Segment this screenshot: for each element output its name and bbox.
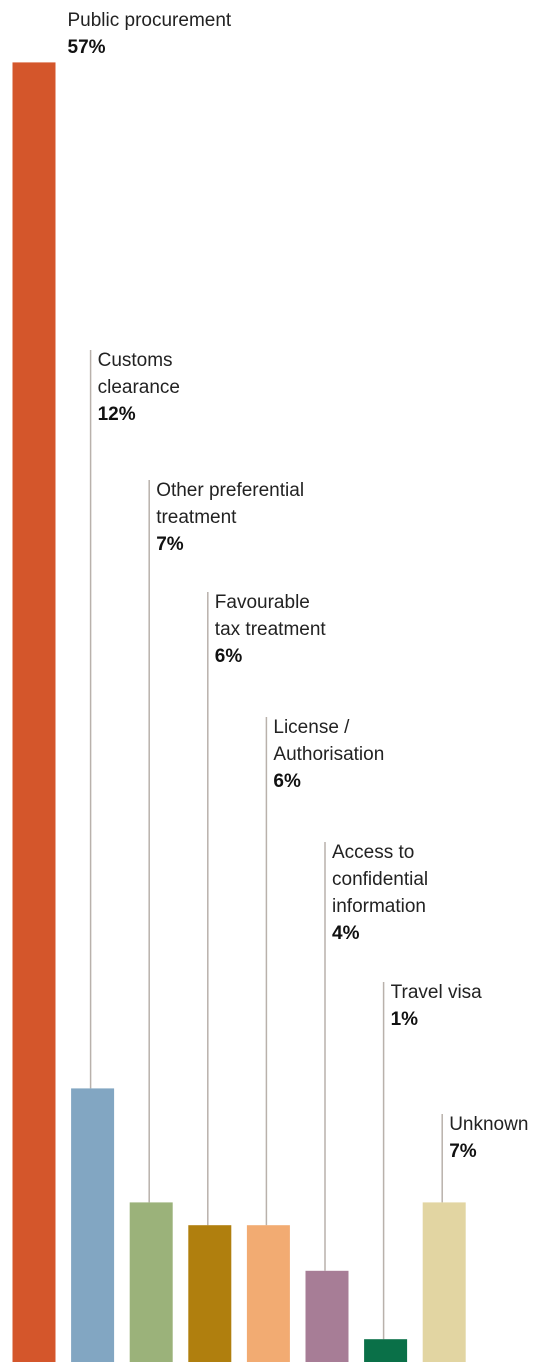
value-label-travel-visa: 1%	[391, 1009, 419, 1030]
category-label-other-preferential-treatment: treatment	[156, 507, 237, 528]
value-label-public-procurement: 57%	[68, 37, 106, 58]
category-label-unknown: Unknown	[449, 1114, 528, 1135]
category-label-access-to-confidential-information: Access to	[332, 842, 414, 863]
labels: Public procurement 57% Customs clearance 12%…	[68, 10, 529, 1162]
category-label-customs-clearance: Customs	[98, 350, 173, 371]
bar-other-preferential-treatment	[129, 1202, 173, 1362]
category-label-customs-clearance: clearance	[98, 377, 180, 398]
category-label-access-to-confidential-information: information	[332, 896, 426, 917]
value-label-customs-clearance: 12%	[98, 404, 136, 425]
leader-lines	[89, 350, 443, 1340]
bar-unknown	[422, 1202, 466, 1362]
category-label-public-procurement: Public procurement	[68, 10, 232, 31]
bar-license-authorisation	[246, 1225, 290, 1362]
value-label-access-to-confidential-information: 4%	[332, 923, 360, 944]
category-label-license-authorisation: Authorisation	[273, 744, 384, 765]
category-label-travel-visa: Travel visa	[391, 982, 483, 1003]
bar-favourable-tax-treatment	[188, 1225, 232, 1362]
value-label-unknown: 7%	[449, 1141, 477, 1162]
bar-customs-clearance	[71, 1088, 115, 1362]
category-label-access-to-confidential-information: confidential	[332, 869, 428, 890]
bars	[12, 62, 466, 1362]
category-label-other-preferential-treatment: Other preferential	[156, 480, 304, 501]
bar-travel-visa	[364, 1339, 408, 1362]
category-label-favourable-tax-treatment: tax treatment	[215, 619, 327, 640]
category-label-favourable-tax-treatment: Favourable	[215, 592, 310, 613]
value-label-favourable-tax-treatment: 6%	[215, 646, 243, 667]
bar-public-procurement	[12, 62, 56, 1362]
category-label-license-authorisation: License /	[273, 717, 350, 738]
bar-access-to-confidential-information	[305, 1270, 349, 1362]
value-label-other-preferential-treatment: 7%	[156, 534, 184, 555]
value-label-license-authorisation: 6%	[273, 771, 301, 792]
